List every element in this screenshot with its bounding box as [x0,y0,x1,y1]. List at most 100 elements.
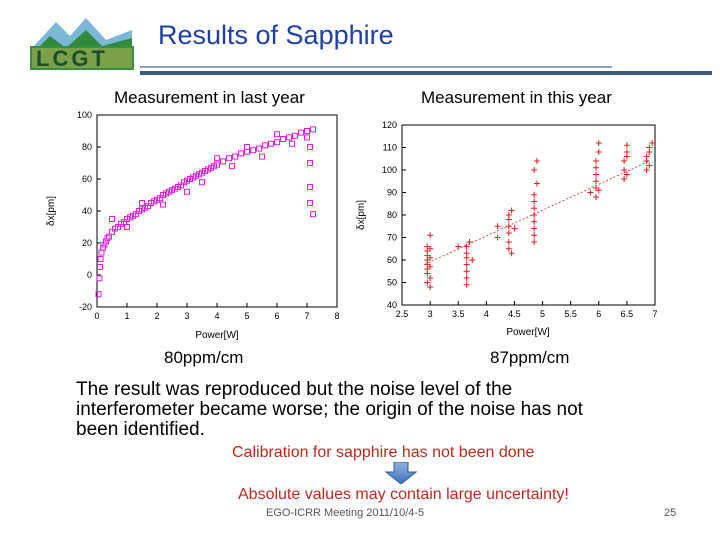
data-point [238,150,244,157]
data-point [531,212,538,218]
data-point [96,275,103,282]
data-point [103,238,109,245]
x-tick-label: 4 [484,309,489,319]
right-data-points [424,140,656,290]
data-point [463,268,470,275]
left-slope-label: 80ppm/cm [164,348,244,367]
left-chart-heading: Measurement in last year [114,88,305,107]
data-point [463,243,470,250]
data-point [508,250,515,257]
data-point [592,194,599,200]
y-tick-label: 0 [87,270,92,280]
data-point [199,179,205,186]
data-point [623,142,630,149]
data-point [274,139,280,146]
data-point [95,291,102,298]
y-tick-label: 80 [82,142,92,152]
data-point [427,232,434,239]
result-line: been identified. [76,419,205,440]
data-point [595,149,602,155]
data-point [184,188,190,195]
data-point [124,224,130,230]
data-point [427,275,434,281]
left-plot-frame [96,114,338,308]
data-point [505,245,512,252]
data-point [592,158,599,164]
data-point [595,187,602,194]
y-tick-label: 110 [383,143,397,153]
x-tick-label: 5.5 [564,309,577,319]
x-tick-label: 3 [428,309,433,319]
data-point [463,275,470,281]
data-point [310,126,316,133]
x-tick-label: 3 [184,311,189,321]
data-point [427,284,434,290]
data-point [256,145,262,152]
data-point [533,158,540,164]
data-point [427,263,434,270]
data-point [427,254,434,261]
data-point [259,153,265,160]
title-rule-thin [140,66,612,68]
data-point [531,239,538,245]
data-point [494,223,501,230]
data-point [463,250,470,257]
y-tick-label: 20 [82,238,92,248]
left-y-axis-label: δx[pm] [46,196,57,226]
data-point [531,225,538,232]
data-point [250,147,256,154]
data-point [531,205,538,212]
data-point [244,148,250,155]
y-tick-label: 120 [382,120,397,130]
data-point [214,161,220,168]
data-point [623,171,630,178]
data-point [160,201,166,208]
data-point [298,129,304,136]
data-point [98,249,105,256]
title-rule-thick [140,71,712,75]
data-point [649,140,656,146]
page-number: 25 [664,507,677,519]
x-tick-label: 5 [540,309,545,319]
y-tick-label: 90 [387,188,397,198]
result-line: The result was reproduced but the noise … [76,379,513,400]
x-tick-label: 7 [652,309,657,319]
y-tick-label: 40 [387,300,397,310]
data-point [621,158,628,164]
right-plot-frame [401,124,656,306]
x-tick-label: 3.5 [452,309,465,319]
data-point [220,158,226,165]
data-point [463,261,470,268]
data-point [505,239,512,245]
data-point [274,131,280,138]
data-point [592,164,599,171]
data-point [463,281,470,288]
data-point [307,160,313,166]
data-point [280,136,286,142]
data-point [531,191,538,198]
right-x-axis-label: Power[W] [506,327,550,338]
data-point [109,216,115,222]
x-tick-label: 4.5 [508,309,521,319]
y-tick-label: 60 [387,255,397,265]
data-point [214,155,220,162]
y-tick-label: 60 [82,174,92,184]
data-point [646,162,653,169]
data-point [621,167,628,173]
data-point [531,167,538,173]
data-point [262,142,268,149]
x-tick-label: 5 [244,311,249,321]
data-point [592,178,599,185]
data-point [511,225,518,232]
data-point [307,200,313,206]
right-slope-label: 87ppm/cm [490,348,570,367]
data-point [595,140,602,146]
data-point [643,153,650,160]
x-tick-label: 6 [274,311,279,321]
data-point [304,128,310,134]
data-point [97,256,104,262]
right-chart-heading: Measurement in this year [421,88,612,107]
x-tick-label: 6 [596,309,601,319]
